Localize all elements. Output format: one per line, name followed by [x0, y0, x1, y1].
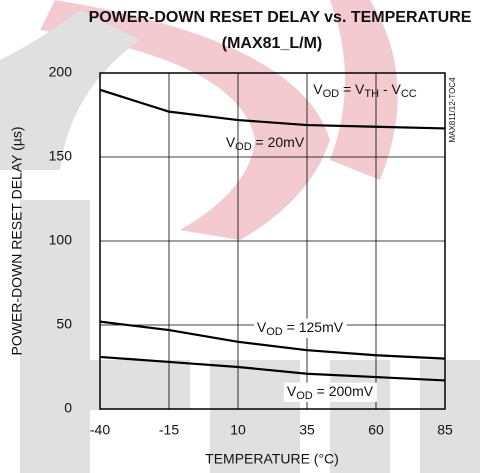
annotation-part: CC [401, 88, 417, 100]
annotation-part: OD [235, 141, 252, 153]
x-tick-label: 60 [368, 422, 384, 438]
annotation: VOD = 200mV [284, 383, 377, 402]
annotation-part: OD [296, 390, 313, 402]
annotation-part: OD [266, 326, 283, 338]
annotation-part: = 125mV [283, 319, 344, 335]
annotation-part: OD [323, 88, 340, 100]
y-tick-label: 150 [49, 148, 73, 164]
x-axis-label: TEMPERATURE (°C) [205, 451, 339, 467]
annotation-part: - V [379, 81, 401, 97]
y-tick-label: 100 [49, 232, 73, 248]
annotation-part: TH [364, 88, 379, 100]
y-tick-label: 0 [64, 400, 72, 416]
watermark [0, 0, 480, 473]
chart: POWER-DOWN RESET DELAY vs. TEMPERATURE (… [0, 0, 489, 473]
x-tick-label: 10 [230, 422, 246, 438]
side-note: MAX811/12-TOC4 [448, 77, 457, 143]
chart-subtitle: (MAX81_L/M) [222, 35, 322, 52]
x-tick-label: -40 [90, 422, 110, 438]
annotation: VOD = 125mV [254, 319, 347, 338]
chart-title: POWER-DOWN RESET DELAY vs. TEMPERATURE [89, 9, 472, 26]
y-tick-label: 50 [56, 316, 72, 332]
x-tick-label: -15 [159, 422, 179, 438]
y-axis-label: POWER-DOWN RESET DELAY (µs) [9, 127, 25, 356]
annotation-part: = 20mV [252, 134, 305, 150]
annotation-part: = 200mV [313, 383, 374, 399]
x-tick-label: 85 [437, 422, 453, 438]
y-tick-label: 200 [49, 64, 73, 80]
annotation-part: = V [339, 81, 365, 97]
x-tick-label: 35 [299, 422, 315, 438]
